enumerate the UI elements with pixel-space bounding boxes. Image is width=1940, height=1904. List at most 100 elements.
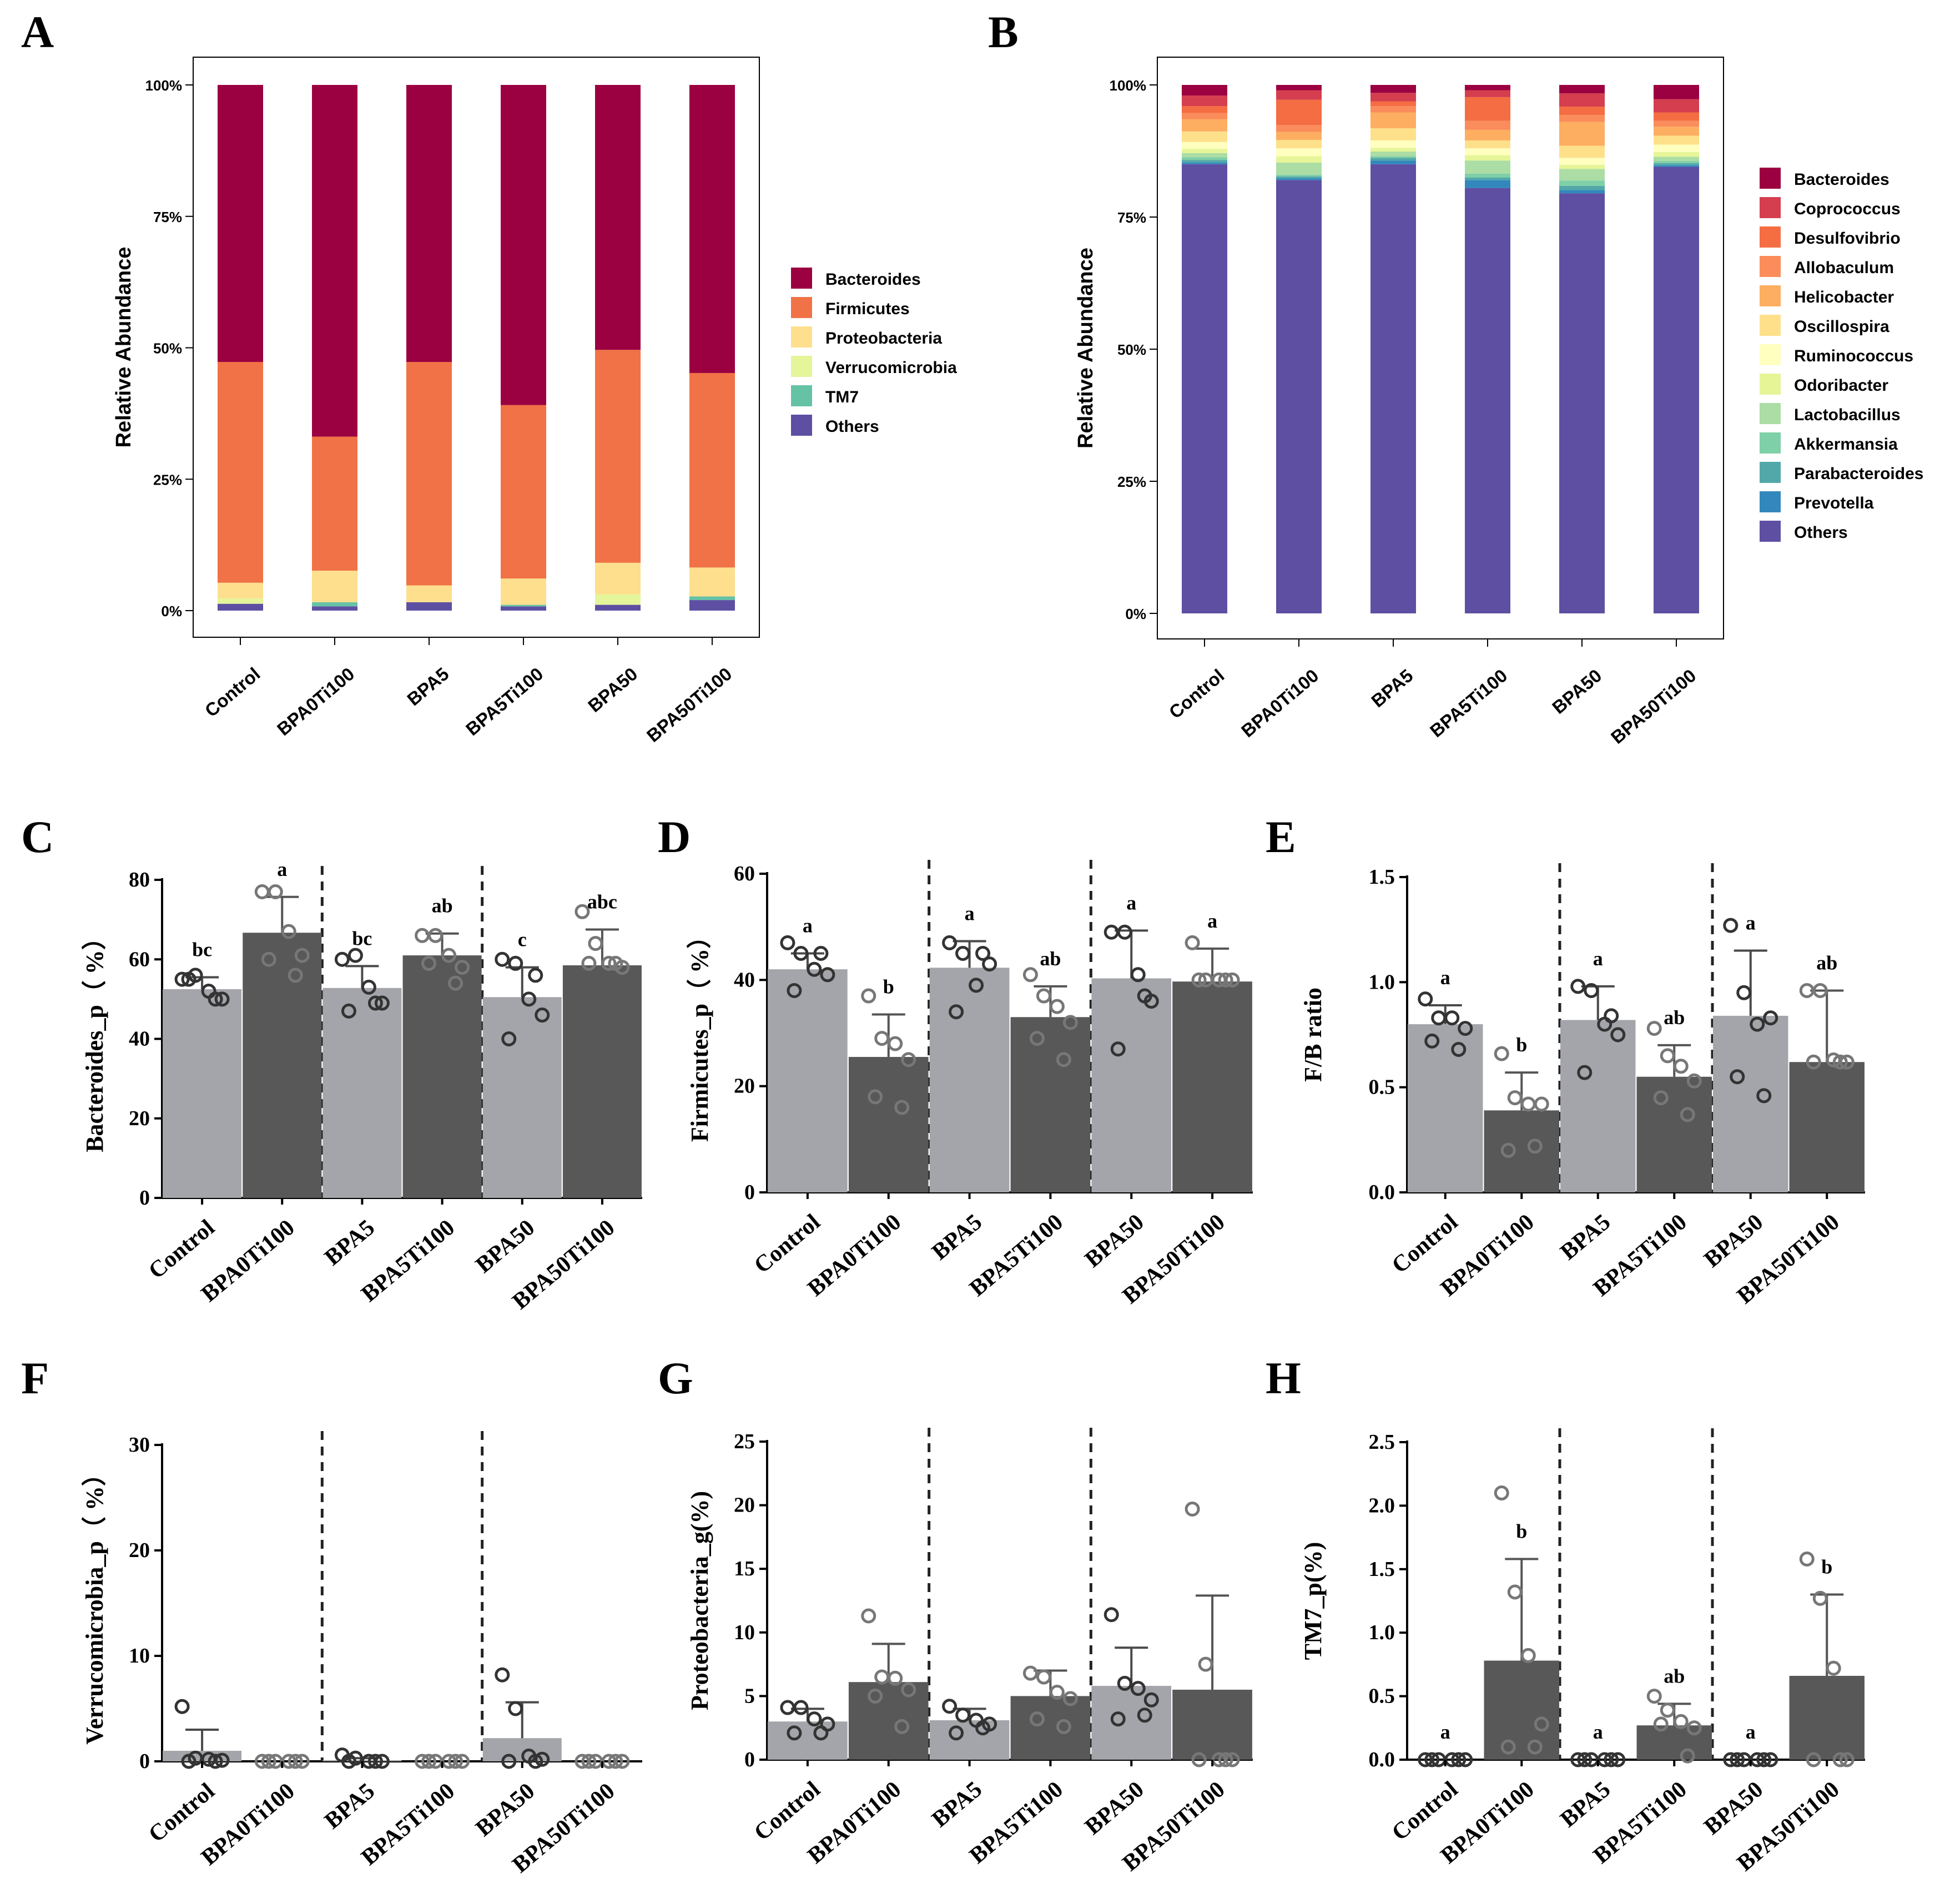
data-point bbox=[1444, 1010, 1460, 1026]
data-point bbox=[528, 1754, 543, 1769]
y-tick-label: 20 bbox=[129, 1107, 150, 1130]
significance-letter: a bbox=[1746, 1721, 1756, 1743]
data-point bbox=[1451, 1042, 1467, 1057]
bar-segment-lactobacillus bbox=[1370, 151, 1416, 157]
data-point bbox=[1225, 1752, 1240, 1767]
bar-segment-others bbox=[1654, 167, 1699, 613]
data-point bbox=[501, 1031, 517, 1046]
significance-letter: a bbox=[277, 858, 287, 880]
data-point bbox=[1832, 1752, 1848, 1767]
bar-segment-bacteroides bbox=[595, 85, 641, 350]
data-point bbox=[1110, 1711, 1126, 1727]
y-tick-label: 0% bbox=[161, 603, 182, 619]
data-point bbox=[455, 1754, 470, 1769]
data-point bbox=[1839, 1054, 1855, 1070]
legend-label: Oscillospira bbox=[1794, 318, 1889, 336]
y-tick-label: 2.5 bbox=[1369, 1430, 1395, 1454]
data-point bbox=[1604, 1752, 1619, 1767]
bar bbox=[1010, 1017, 1091, 1192]
bar-segment-oscillospira bbox=[1654, 135, 1699, 145]
data-point bbox=[1036, 988, 1051, 1004]
data-point bbox=[793, 946, 809, 961]
bar-segment-coprococcus bbox=[1465, 90, 1510, 97]
legend-swatch bbox=[1760, 521, 1781, 542]
bar bbox=[482, 997, 562, 1198]
legend-swatch bbox=[1760, 374, 1781, 395]
data-point bbox=[1806, 1054, 1821, 1070]
x-tick-label: BPA0Ti100 bbox=[1237, 665, 1323, 741]
bar-segment-ruminococcus bbox=[1276, 148, 1322, 157]
data-point bbox=[254, 884, 270, 899]
significance-letter: ab bbox=[1040, 948, 1061, 970]
bar-segment-oscillospira bbox=[1465, 140, 1510, 149]
bar-segment-allobaculum bbox=[1654, 120, 1699, 127]
data-point bbox=[535, 1008, 550, 1023]
data-point bbox=[1022, 967, 1038, 983]
data-point bbox=[455, 960, 470, 975]
bar-segment-helicobacter bbox=[1654, 127, 1699, 136]
data-point bbox=[1812, 1590, 1828, 1606]
significance-letter: b bbox=[1516, 1520, 1527, 1542]
significance-letter: c bbox=[518, 929, 527, 951]
bar-segment-bacteroides bbox=[501, 85, 546, 405]
data-point bbox=[1185, 935, 1200, 950]
significance-letter: b bbox=[1516, 1034, 1527, 1056]
y-tick-label: 0 bbox=[744, 1748, 755, 1771]
x-tick-label: BPA5 bbox=[927, 1776, 987, 1832]
significance-letter: a bbox=[1207, 910, 1217, 932]
bar-segment-lactobacillus bbox=[1182, 153, 1227, 158]
x-tick-label: BPA50 bbox=[1548, 665, 1605, 718]
data-point bbox=[1673, 1059, 1689, 1074]
data-point bbox=[1500, 1142, 1516, 1158]
data-point bbox=[374, 1754, 390, 1769]
y-tick-label: 0.0 bbox=[1369, 1748, 1395, 1771]
legend-swatch bbox=[791, 297, 812, 318]
data-point bbox=[508, 955, 523, 971]
y-tick-label: 0 bbox=[139, 1750, 150, 1773]
bar-segment-others bbox=[689, 600, 735, 611]
data-point bbox=[861, 1608, 876, 1624]
data-point bbox=[1680, 1107, 1695, 1122]
bar-segment-proteobacteria bbox=[218, 582, 263, 599]
x-tick-label: Control bbox=[1387, 1209, 1463, 1278]
bar-segment-allobaculum bbox=[1276, 125, 1322, 132]
data-point bbox=[1143, 1692, 1159, 1707]
data-point bbox=[421, 955, 437, 971]
data-point bbox=[1424, 1752, 1440, 1767]
x-tick-label: BPA5 bbox=[320, 1778, 380, 1834]
data-point bbox=[1029, 1031, 1045, 1046]
data-point bbox=[1500, 1739, 1516, 1755]
bar-segment-lactobacillus bbox=[1559, 169, 1605, 181]
legend-label: Helicobacter bbox=[1794, 288, 1894, 306]
data-point bbox=[1680, 1748, 1695, 1764]
bar-segment-coprococcus bbox=[1276, 90, 1322, 100]
bar-segment-oscillospira bbox=[1559, 145, 1605, 158]
data-point bbox=[181, 1754, 196, 1769]
data-point bbox=[787, 983, 802, 998]
data-point bbox=[1056, 1719, 1071, 1734]
data-point bbox=[1130, 967, 1146, 983]
data-point bbox=[813, 1725, 829, 1741]
data-point bbox=[813, 946, 829, 961]
legend-label: Desulfovibrio bbox=[1794, 229, 1901, 248]
bar-segment-bacteroides bbox=[406, 85, 452, 362]
bar-segment-tm7 bbox=[501, 605, 546, 607]
data-point bbox=[1577, 1065, 1593, 1080]
data-point bbox=[1646, 1021, 1662, 1036]
bar-segment-others bbox=[1370, 164, 1416, 613]
legend-label: Proteobacteria bbox=[825, 329, 942, 347]
bar-segment-prevotella bbox=[1465, 180, 1510, 188]
bar-segment-bacteroides bbox=[1182, 85, 1227, 96]
bar-segment-firmicutes bbox=[501, 405, 546, 579]
legend-label: Lactobacillus bbox=[1794, 406, 1901, 424]
panel-letter-A: A bbox=[21, 7, 54, 57]
y-tick-label: 0 bbox=[139, 1186, 150, 1210]
data-point bbox=[441, 948, 457, 963]
data-point bbox=[1756, 1088, 1772, 1104]
data-point bbox=[1049, 1685, 1065, 1700]
bar-segment-tm7 bbox=[312, 602, 357, 607]
x-tick-label: Control bbox=[749, 1776, 825, 1846]
data-point bbox=[1839, 1752, 1855, 1767]
data-point bbox=[1527, 1739, 1543, 1755]
y-tick-label: 0% bbox=[1125, 606, 1146, 622]
